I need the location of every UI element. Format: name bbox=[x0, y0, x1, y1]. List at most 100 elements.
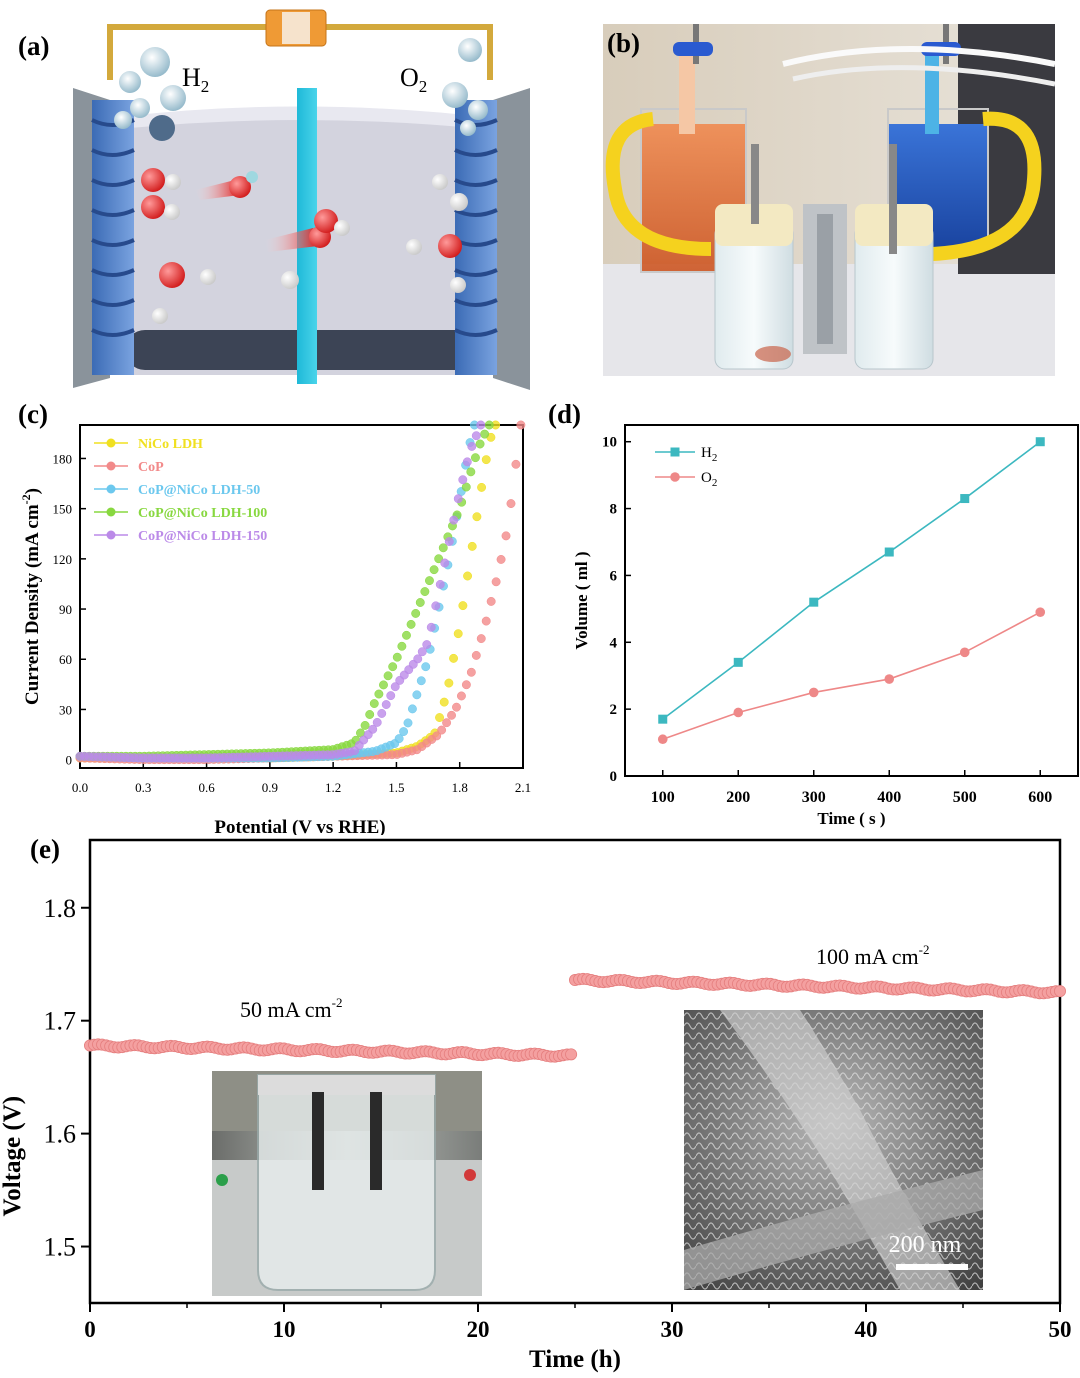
chart-e-segment-0 bbox=[84, 1038, 578, 1063]
chart-d-legend-label: H2 bbox=[701, 445, 717, 464]
chart-c-point bbox=[426, 622, 436, 632]
gas-bubbles-right bbox=[442, 38, 488, 136]
chart-e-y-tick-label: 1.8 bbox=[44, 894, 77, 923]
chart-d-y-tick-label: 10 bbox=[602, 435, 617, 451]
chart-c-point bbox=[435, 713, 444, 722]
chart-e-x-axis-label: Time (h) bbox=[529, 1346, 621, 1373]
chart-c-point bbox=[416, 676, 426, 686]
inset-photo-electrolyzer bbox=[212, 1071, 482, 1296]
chart-d-point bbox=[809, 597, 819, 607]
chart-c-legend-marker bbox=[106, 438, 116, 448]
chart-d-y-tick-label: 2 bbox=[610, 702, 618, 718]
chart-c-point bbox=[472, 512, 482, 522]
chart-c-point bbox=[476, 634, 486, 644]
chart-d-legend-marker bbox=[670, 472, 680, 482]
chart-c-y-tick-label: 90 bbox=[59, 602, 72, 617]
chart-d-point bbox=[1035, 607, 1046, 617]
chart-d-y-axis-label: Volume ( ml ) bbox=[572, 551, 591, 649]
panel-b-label: (b) bbox=[607, 28, 640, 58]
chart-c-point bbox=[484, 420, 494, 430]
chart-d-point bbox=[733, 707, 744, 718]
chart-c-frame bbox=[79, 424, 524, 769]
chart-c-point bbox=[462, 457, 472, 467]
chart-c-point bbox=[467, 441, 477, 451]
chart-e-y-axis-label: Voltage (V) bbox=[0, 1096, 26, 1217]
chart-c-point bbox=[452, 702, 461, 712]
chart-d-line bbox=[662, 441, 1041, 720]
chart-c-point bbox=[392, 652, 402, 662]
chart-c-point bbox=[390, 682, 400, 692]
cathode-electrode bbox=[91, 100, 135, 375]
chart-c-x-tick-label: 1.5 bbox=[388, 780, 404, 795]
chart-d-series-0 bbox=[658, 437, 1045, 724]
chart-c-x-tick-label: 1.2 bbox=[325, 780, 341, 795]
chart-c-legend-label: NiCo LDH bbox=[138, 437, 203, 452]
chart-d-x-tick-label: 600 bbox=[1028, 789, 1052, 806]
chart-c-point bbox=[491, 577, 501, 587]
chart-d-x-tick-label: 200 bbox=[726, 789, 750, 806]
chart-c-point bbox=[411, 608, 421, 618]
chart-c-point bbox=[397, 641, 407, 651]
chart-e-x-tick-label: 50 bbox=[1049, 1317, 1072, 1342]
chart-d-point bbox=[884, 674, 895, 684]
chart-c-point bbox=[421, 662, 431, 672]
chart-d-point bbox=[657, 734, 668, 745]
scale-bar bbox=[896, 1264, 968, 1270]
panel-a-schematic: (a) H2 O2 bbox=[18, 9, 530, 390]
chart-e-x-tick-label: 30 bbox=[661, 1317, 684, 1342]
chart-c-point bbox=[381, 700, 391, 710]
chart-c-x-tick-label: 0.9 bbox=[262, 780, 278, 795]
chart-c-y-tick-label: 30 bbox=[59, 702, 72, 717]
scale-bar-label: 200 nm bbox=[889, 1232, 962, 1258]
chart-c-series-4 bbox=[75, 420, 486, 763]
chart-c-point bbox=[435, 579, 445, 589]
chart-c-point bbox=[480, 429, 490, 439]
chart-c-legend-label: CoP@NiCo LDH-150 bbox=[138, 529, 267, 544]
chart-c-point bbox=[431, 601, 441, 611]
chart-c-point bbox=[437, 725, 447, 735]
chart-c-point bbox=[471, 453, 480, 463]
chart-d-point bbox=[959, 647, 970, 658]
chart-c-point bbox=[377, 709, 387, 718]
inset-sem-image: 200 nm bbox=[684, 1010, 983, 1290]
chart-e-point bbox=[1054, 985, 1067, 998]
chart-d-y-tick-label: 8 bbox=[610, 502, 618, 518]
annotation-50-ma: 50 mA cm-2 bbox=[240, 995, 343, 1022]
chart-e-x-tick-label: 20 bbox=[467, 1317, 490, 1342]
chart-c-point bbox=[458, 475, 468, 485]
chart-c-legend-marker bbox=[106, 461, 116, 471]
chart-c-lsv: (c) 0.0 0.3 0.6 0.9 1.2 1.5 1.8 2.1 0 30 60 90 120 15… bbox=[18, 399, 531, 835]
chart-c-point bbox=[475, 439, 485, 449]
electrolysis-jar-left bbox=[714, 144, 794, 370]
chart-c-point bbox=[429, 565, 439, 575]
chart-c-point bbox=[386, 691, 396, 701]
chart-e-segment-1 bbox=[569, 972, 1067, 1000]
chart-c-point bbox=[439, 697, 449, 707]
chart-d-x-tick-label: 400 bbox=[877, 789, 901, 806]
chart-c-point bbox=[365, 710, 375, 719]
chart-c-point bbox=[360, 720, 370, 730]
chart-d-x-axis-label: Time ( s ) bbox=[817, 809, 885, 828]
chart-c-point bbox=[453, 629, 463, 639]
chart-c-point bbox=[461, 680, 471, 690]
chart-c-point bbox=[449, 653, 459, 663]
chart-c-y-tick-label: 0 bbox=[66, 753, 73, 768]
chart-c-y-tick-label: 60 bbox=[59, 652, 72, 667]
chart-d-gas-volume: (d) 100 200 300 400 500 600 0 2 4 6 8 10 Time ( s ) V… bbox=[548, 399, 1079, 828]
gas-bubbles-left bbox=[114, 47, 186, 141]
chart-e-y-tick-label: 1.7 bbox=[44, 1007, 77, 1036]
chart-c-point bbox=[471, 650, 481, 660]
chart-c-point bbox=[501, 531, 511, 541]
chart-c-point bbox=[402, 630, 411, 640]
chart-c-point bbox=[481, 616, 491, 626]
yellow-tubing bbox=[605, 112, 712, 256]
chart-c-point bbox=[476, 420, 486, 430]
chart-d-point bbox=[658, 714, 668, 724]
chart-d-point bbox=[808, 687, 819, 698]
panel-c-label: (c) bbox=[18, 399, 48, 429]
chart-d-point bbox=[733, 657, 743, 667]
chart-d-y-tick-label: 0 bbox=[610, 769, 618, 785]
chart-c-point bbox=[477, 482, 487, 492]
panel-e-label: (e) bbox=[30, 834, 60, 864]
chart-c-x-tick-label: 0.0 bbox=[72, 780, 88, 795]
